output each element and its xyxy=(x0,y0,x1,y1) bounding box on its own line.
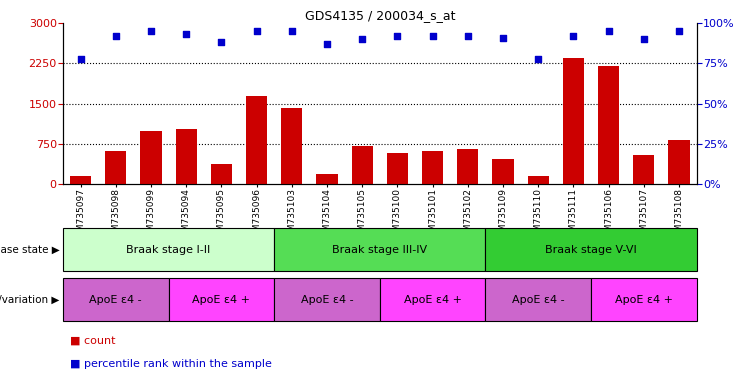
Bar xyxy=(351,146,373,184)
Point xyxy=(145,28,157,34)
Bar xyxy=(274,228,485,271)
Text: ApoE ε4 +: ApoE ε4 + xyxy=(193,295,250,305)
Title: GDS4135 / 200034_s_at: GDS4135 / 200034_s_at xyxy=(305,9,455,22)
Text: ApoE ε4 -: ApoE ε4 - xyxy=(512,295,565,305)
Bar xyxy=(492,159,514,184)
Point xyxy=(321,41,333,47)
Point xyxy=(497,35,509,41)
Text: Braak stage V-VI: Braak stage V-VI xyxy=(545,245,637,255)
Point xyxy=(356,36,368,42)
Point xyxy=(532,55,544,61)
Bar xyxy=(63,228,274,271)
Bar xyxy=(562,58,584,184)
Point xyxy=(673,28,685,34)
Bar xyxy=(485,278,591,321)
Point xyxy=(75,55,87,61)
Bar xyxy=(246,96,267,184)
Bar xyxy=(105,151,126,184)
Point xyxy=(110,33,122,39)
Point xyxy=(427,33,439,39)
Bar xyxy=(70,176,91,184)
Point xyxy=(638,36,650,42)
Point xyxy=(180,31,192,37)
Text: ApoE ε4 -: ApoE ε4 - xyxy=(301,295,353,305)
Point xyxy=(391,33,403,39)
Bar xyxy=(141,131,162,184)
Point xyxy=(250,28,262,34)
Bar xyxy=(422,151,443,184)
Text: Braak stage I-II: Braak stage I-II xyxy=(127,245,210,255)
Bar xyxy=(63,278,169,321)
Text: Braak stage III-IV: Braak stage III-IV xyxy=(332,245,428,255)
Bar xyxy=(633,155,654,184)
Point xyxy=(286,28,298,34)
Bar xyxy=(316,174,337,184)
Text: ApoE ε4 +: ApoE ε4 + xyxy=(404,295,462,305)
Bar xyxy=(387,153,408,184)
Bar xyxy=(591,278,697,321)
Point xyxy=(216,39,227,45)
Bar xyxy=(281,108,302,184)
Bar xyxy=(485,228,697,271)
Text: ApoE ε4 -: ApoE ε4 - xyxy=(90,295,142,305)
Bar xyxy=(598,66,619,184)
Bar xyxy=(210,164,232,184)
Bar xyxy=(457,149,478,184)
Text: ■ percentile rank within the sample: ■ percentile rank within the sample xyxy=(70,359,272,369)
Point xyxy=(462,33,473,39)
Text: ■ count: ■ count xyxy=(70,336,116,346)
Bar xyxy=(274,278,380,321)
Bar xyxy=(169,278,274,321)
Bar xyxy=(176,129,197,184)
Text: disease state ▶: disease state ▶ xyxy=(0,245,59,255)
Bar xyxy=(528,176,548,184)
Text: genotype/variation ▶: genotype/variation ▶ xyxy=(0,295,59,305)
Point xyxy=(568,33,579,39)
Point xyxy=(602,28,614,34)
Text: ApoE ε4 +: ApoE ε4 + xyxy=(615,295,673,305)
Bar xyxy=(668,140,689,184)
Bar xyxy=(379,278,485,321)
